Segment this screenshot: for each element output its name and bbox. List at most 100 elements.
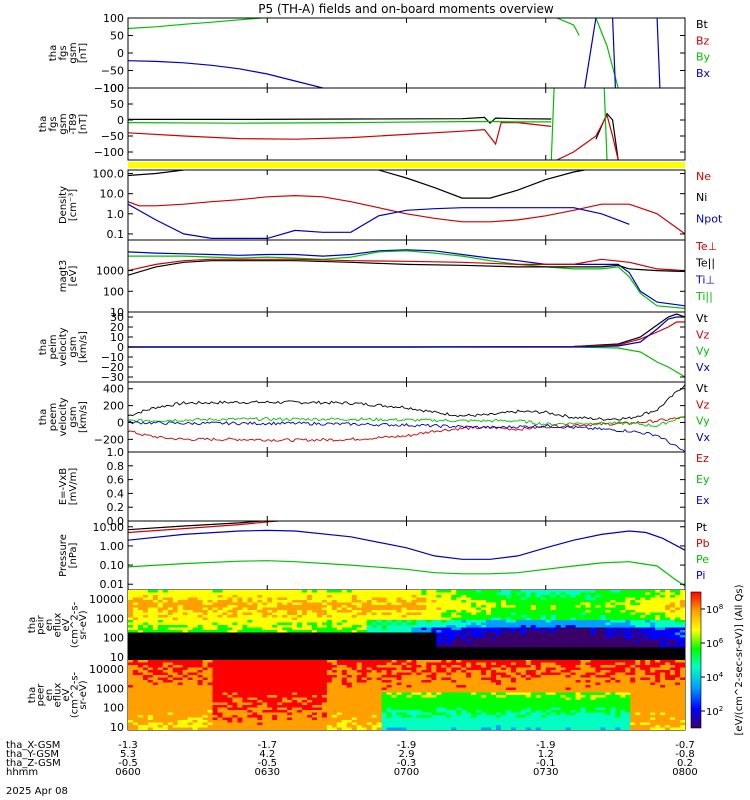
heatmap-peir-cell <box>316 627 323 631</box>
heatmap-peir-cell <box>316 592 323 596</box>
heatmap-peir-cell <box>137 602 144 606</box>
heatmap-peir-cell <box>312 610 318 614</box>
heatmap-peir-cell <box>635 602 641 606</box>
heatmap-peir-cell <box>232 657 239 660</box>
heatmap-peir-cell <box>252 615 258 619</box>
heatmap-peir-cell <box>162 602 169 606</box>
heatmap-peir-cell <box>555 645 562 649</box>
heatmap-peir-cell <box>172 620 179 624</box>
heatmap-peir-cell <box>222 647 229 651</box>
heatmap-peer-cell <box>177 725 184 729</box>
heatmap-peir-cell <box>515 632 522 636</box>
heatmap-peer-cell <box>182 660 189 664</box>
heatmap-peer-cell <box>381 722 388 726</box>
heatmap-peir-cell <box>635 610 641 614</box>
heatmap-peir-cell <box>242 612 248 616</box>
heatmap-peir-cell <box>535 622 542 626</box>
heatmap-peir-cell <box>157 597 164 601</box>
legend-fgs-3: Bx <box>696 67 711 80</box>
heatmap-peer-cell <box>167 695 174 699</box>
heatmap-peir-cell <box>565 612 572 616</box>
heatmap-peir-cell <box>515 657 522 660</box>
heatmap-peir-cell <box>132 610 139 614</box>
heatmap-peir-cell <box>466 635 472 639</box>
heatmap-peir-cell <box>287 640 293 644</box>
heatmap-peir-cell <box>486 627 492 631</box>
heatmap-peir-cell <box>535 605 542 609</box>
heatmap-peir-cell <box>361 630 368 634</box>
heatmap-peir-cell <box>147 602 154 606</box>
heatmap-peir-cell <box>660 635 666 639</box>
heatmap-peer-cell <box>202 685 209 689</box>
heatmap-peer-cell <box>192 727 199 730</box>
heatmap-peir-cell <box>212 595 219 599</box>
ylabel-fgs2-2: gsm <box>58 113 69 134</box>
heatmap-peir-cell <box>356 640 363 644</box>
heatmap-peir-cell <box>461 615 467 619</box>
heatmap-peir-cell <box>530 632 537 636</box>
heatmap-peer-cell <box>346 680 353 684</box>
heatmap-peer-cell <box>252 670 258 674</box>
heatmap-peir-cell <box>361 610 368 614</box>
heatmap-peir-cell <box>182 590 189 594</box>
heatmap-peer-cell <box>316 725 323 729</box>
ylabel-peer-5: (cm^2-s- <box>70 671 81 718</box>
heatmap-peir-cell <box>650 592 656 596</box>
heatmap-peir-cell <box>272 642 278 646</box>
heatmap-peer-cell <box>361 710 368 714</box>
heatmap-peer-cell <box>212 675 219 679</box>
heatmap-peir-cell <box>411 655 418 659</box>
heatmap-peir-cell <box>431 627 437 631</box>
heatmap-peir-cell <box>456 607 462 611</box>
heatmap-peir-cell <box>292 617 298 621</box>
heatmap-peer-cell <box>336 707 343 711</box>
heatmap-peir-cell <box>481 595 487 599</box>
heatmap-peer-cell <box>312 690 318 694</box>
heatmap-peir-cell <box>307 590 313 594</box>
heatmap-peir-cell <box>336 607 343 611</box>
heatmap-peir-cell <box>371 622 378 626</box>
heatmap-peir-cell <box>391 620 398 624</box>
heatmap-peir-cell <box>321 597 328 601</box>
heatmap-peir-cell <box>496 627 502 631</box>
heatmap-peir-cell <box>610 625 616 629</box>
heatmap-peir-cell <box>466 615 472 619</box>
heatmap-peir-cell <box>316 632 323 636</box>
heatmap-peir-cell <box>451 655 457 659</box>
heatmap-peir-cell <box>128 627 134 631</box>
heatmap-peir-cell <box>446 632 452 636</box>
heatmap-peir-cell <box>212 605 219 609</box>
heatmap-peir-cell <box>625 607 631 611</box>
heatmap-peir-cell <box>595 600 602 604</box>
heatmap-peir-cell <box>132 635 139 639</box>
heatmap-peir-cell <box>655 635 661 639</box>
heatmap-peer-cell <box>197 725 204 729</box>
heatmap-peir-cell <box>202 655 209 659</box>
heatmap-peir-cell <box>381 590 388 594</box>
heatmap-peir-cell <box>665 612 671 616</box>
heatmap-peir-cell <box>426 602 432 606</box>
heatmap-peer-cell <box>207 680 214 684</box>
heatmap-peer-cell <box>132 695 139 699</box>
heatmap-peir-cell <box>491 607 497 611</box>
heatmap-peir-cell <box>227 650 234 654</box>
series-line-fgs2-0 <box>128 116 552 125</box>
legend-fgs-2: By <box>696 51 711 64</box>
heatmap-peer-cell <box>187 695 194 699</box>
heatmap-peir-cell <box>326 655 333 659</box>
heatmap-peer-cell <box>361 662 368 666</box>
series-group-peim <box>128 313 685 378</box>
heatmap-peir-cell <box>595 632 602 636</box>
heatmap-peer-cell <box>341 677 348 681</box>
heatmap-peer-cell <box>187 715 194 719</box>
heatmap-peir-cell <box>346 650 353 654</box>
heatmap-peir-cell <box>625 617 631 621</box>
heatmap-peer-cell <box>371 687 378 691</box>
heatmap-peir-cell <box>142 640 149 644</box>
heatmap-peer-cell <box>282 660 288 664</box>
heatmap-peir-cell <box>540 650 547 654</box>
heatmap-peir-cell <box>630 605 636 609</box>
heatmap-peer-cell <box>132 672 139 676</box>
heatmap-peer-cell <box>361 717 368 721</box>
heatmap-peir-cell <box>207 600 214 604</box>
